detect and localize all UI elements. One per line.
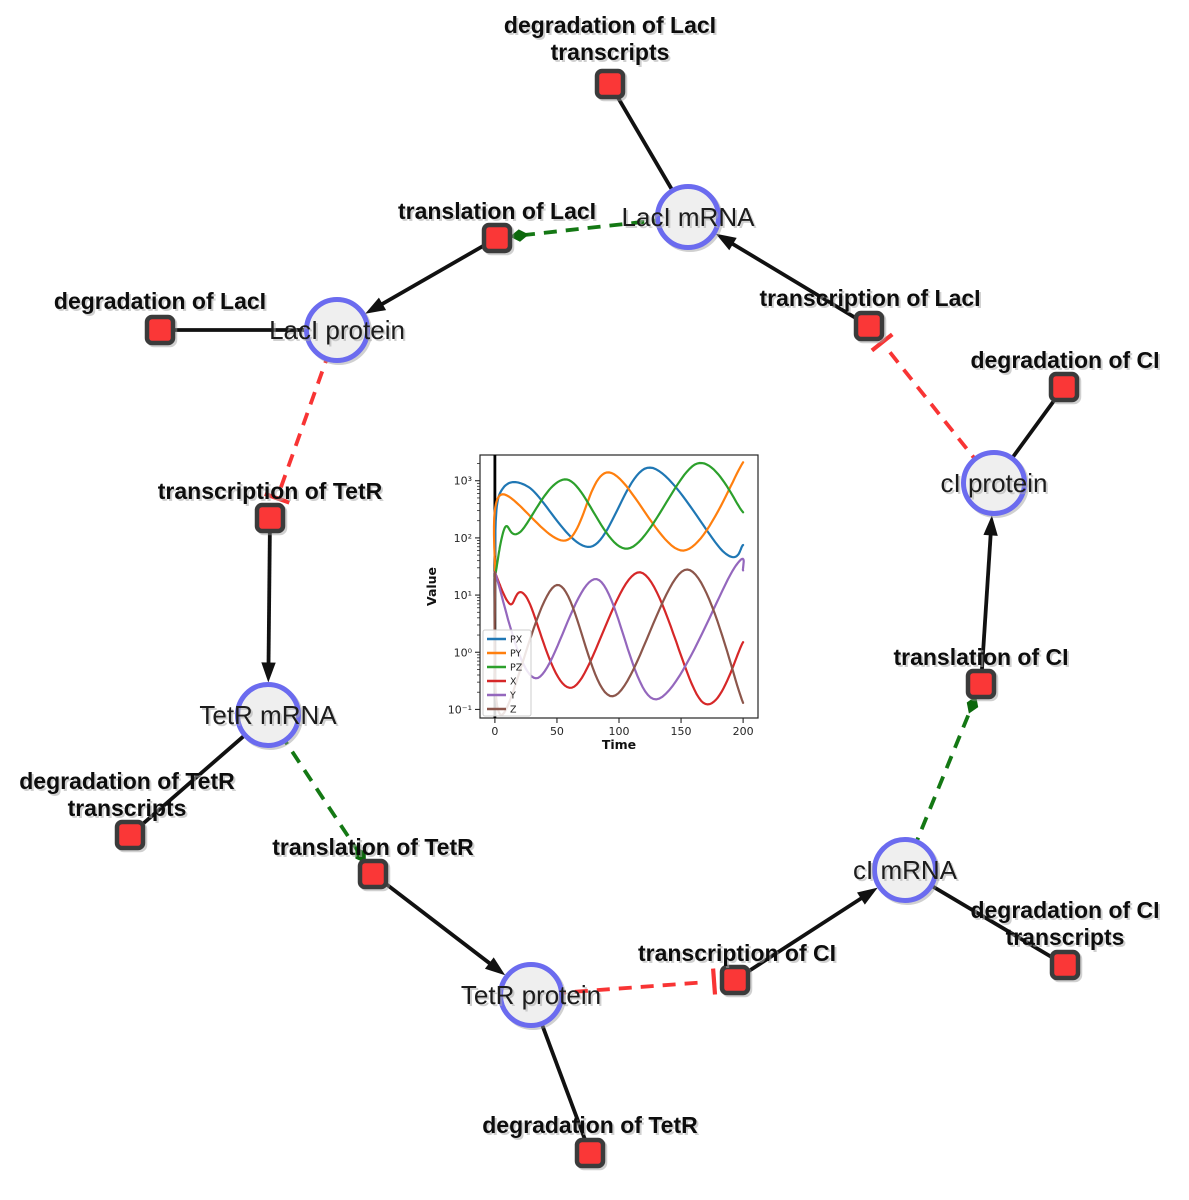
reaction-label-deg-lacI-tx-line2: transcripts — [551, 39, 670, 65]
reaction-label-deg-lacI-tx: degradation of LacI — [504, 12, 716, 38]
legend-label-Z: Z — [510, 705, 517, 716]
reaction-label-deg-lacI: degradation of LacI — [54, 288, 266, 314]
reaction-node-deg-tetR[interactable] — [574, 1137, 606, 1169]
edge-transcription-tetR-to-tetR-mRNA — [261, 517, 276, 683]
reaction-label-translation-tetR: translation of TetR — [272, 834, 474, 860]
legend-label-Y: Y — [509, 691, 516, 702]
series-X — [493, 571, 745, 706]
reaction-label-transcription-tetR: transcription of TetR — [158, 478, 383, 504]
y-tick-label: 10³ — [454, 475, 472, 488]
reaction-node-transcription-tetR[interactable] — [254, 502, 286, 534]
reaction-node-deg-tetR-tx[interactable] — [114, 819, 146, 851]
y-tick-label: 10² — [454, 532, 472, 545]
reaction-label-deg-tetR-tx: degradation of TetR — [19, 768, 235, 794]
reaction-node-transcription-lacI[interactable] — [853, 310, 885, 342]
x-tick-label: 150 — [671, 725, 692, 738]
reaction-node-translation-tetR[interactable] — [357, 858, 389, 890]
legend-label-PZ: PZ — [510, 663, 523, 674]
legend-label-PX: PX — [510, 635, 523, 646]
reaction-label-deg-tetR-tx-line2: transcripts — [68, 795, 187, 821]
species-label-tetR-mRNA: TetR mRNA — [199, 700, 337, 730]
reaction-label-deg-cI-tx: degradation of CI — [970, 897, 1159, 923]
species-label-lacI-protein: LacI protein — [269, 315, 405, 345]
species-label-cI-mRNA: cI mRNA — [853, 855, 958, 885]
species-node-lacI-protein[interactable] — [304, 297, 370, 363]
series-PX — [493, 466, 745, 559]
y-tick-label: 10⁰ — [454, 646, 473, 659]
series-PZ — [493, 461, 745, 579]
reaction-node-deg-lacI-tx[interactable] — [594, 68, 626, 100]
edge-transcription-cI-to-cI-mRNA — [733, 887, 878, 982]
reaction-label-deg-cI-tx-line2: transcripts — [1006, 924, 1125, 950]
legend-label-X: X — [510, 677, 517, 688]
y-axis-label: Value — [424, 567, 439, 606]
reaction-node-translation-cI[interactable] — [965, 668, 997, 700]
species-node-lacI-mRNA[interactable] — [655, 184, 721, 250]
legend-label-PY: PY — [510, 649, 522, 660]
y-tick-label: 10⁻¹ — [448, 703, 472, 716]
edge-transcription-lacI-to-lacI-mRNA — [715, 233, 870, 328]
reaction-node-deg-cI-tx[interactable] — [1049, 949, 1081, 981]
series-PY — [492, 461, 745, 574]
edge-translation-lacI-to-lacI-protein — [365, 236, 498, 314]
species-node-cI-protein[interactable] — [961, 450, 1027, 516]
reaction-label-deg-tetR: degradation of TetR — [482, 1112, 698, 1138]
x-tick-label: 50 — [550, 725, 564, 738]
reaction-node-transcription-cI[interactable] — [719, 964, 751, 996]
edge-translation-tetR-to-tetR-protein — [371, 872, 506, 976]
edge-translation-cI-to-cI-protein — [979, 515, 998, 685]
reaction-node-deg-cI[interactable] — [1048, 371, 1080, 403]
reaction-label-deg-cI: degradation of CI — [970, 347, 1159, 373]
reaction-label-transcription-cI: transcription of CI — [638, 940, 836, 966]
x-axis-label: Time — [602, 737, 636, 752]
reaction-label-translation-lacI: translation of LacI — [398, 198, 596, 224]
reaction-label-transcription-lacI: transcription of LacI — [759, 285, 980, 311]
species-node-tetR-mRNA[interactable] — [235, 682, 301, 748]
x-tick-label: 0 — [491, 725, 498, 738]
x-tick-label: 200 — [733, 725, 754, 738]
time-series-plot: 10⁻¹ 10⁰ 10¹ 10² 10³ 0 50 100 150 200 Time Value PX P… — [422, 437, 767, 767]
reaction-node-translation-lacI[interactable] — [481, 222, 513, 254]
species-node-cI-mRNA[interactable] — [872, 837, 938, 903]
species-label-cI-protein: cI protein — [941, 468, 1048, 498]
x-tick-label: 100 — [609, 725, 630, 738]
species-node-tetR-protein[interactable] — [498, 962, 564, 1028]
species-label-tetR-protein: TetR protein — [461, 980, 601, 1010]
species-label-lacI-mRNA: LacI mRNA — [622, 202, 756, 232]
y-tick-label: 10¹ — [454, 589, 472, 602]
series-curves — [492, 461, 745, 717]
chart-legend: PX PY PZ XYZ — [482, 629, 532, 717]
reaction-label-translation-cI: translation of CI — [893, 644, 1068, 670]
reaction-node-deg-lacI[interactable] — [144, 314, 176, 346]
